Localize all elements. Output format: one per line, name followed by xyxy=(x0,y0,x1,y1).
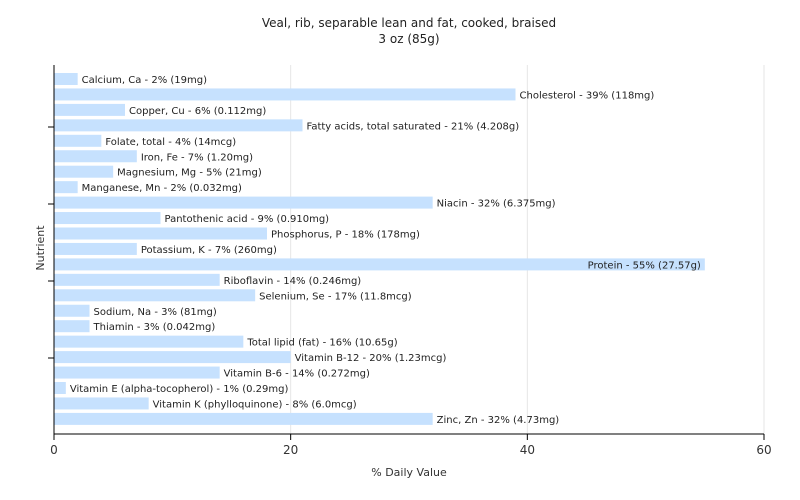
bar xyxy=(54,212,161,225)
bar xyxy=(54,273,220,286)
chart-subtitle: 3 oz (85g) xyxy=(378,32,440,46)
bar-label: Magnesium, Mg - 5% (21mg) xyxy=(117,168,262,179)
chart-title: Veal, rib, separable lean and fat, cooke… xyxy=(261,16,557,30)
bar-label: Vitamin B-6 - 14% (0.272mg) xyxy=(224,369,370,380)
bar xyxy=(54,119,303,132)
bar-label: Manganese, Mn - 2% (0.032mg) xyxy=(82,183,242,194)
bar-label: Vitamin E (alpha-tocopherol) - 1% (0.29m… xyxy=(70,384,289,395)
bar-label: Pantothenic acid - 9% (0.910mg) xyxy=(165,214,330,225)
bar xyxy=(54,335,244,348)
x-tick-label: 20 xyxy=(283,443,298,457)
bar-label: Fatty acids, total saturated - 21% (4.20… xyxy=(307,121,520,132)
bar-label: Vitamin K (phylloquinone) - 8% (6.0mcg) xyxy=(153,399,357,410)
bar-label: Phosphorus, P - 18% (178mg) xyxy=(271,230,420,241)
bar xyxy=(54,73,78,85)
x-tick-label: 60 xyxy=(756,443,771,457)
x-axis-title: % Daily Value xyxy=(371,466,447,479)
bar xyxy=(54,258,705,271)
bar-label: Total lipid (fat) - 16% (10.65g) xyxy=(246,338,397,349)
bar xyxy=(54,289,256,302)
y-axis-title: Nutrient xyxy=(34,225,47,271)
bar xyxy=(54,134,102,147)
bar-labels-layer: Calcium, Ca - 2% (19mg) Cholesterol - 39%… xyxy=(70,75,701,426)
bar xyxy=(54,320,90,333)
bar-label: Protein - 55% (27.57g) xyxy=(588,260,701,271)
bar-label: Folate, total - 4% (14mcg) xyxy=(105,137,236,148)
bar xyxy=(54,242,137,255)
x-tick-label: 0 xyxy=(50,443,58,457)
x-tick-label: 40 xyxy=(520,443,535,457)
bar xyxy=(54,351,291,364)
bar-label: Sodium, Na - 3% (81mg) xyxy=(94,307,217,318)
axes-layer: 0 20 40 60 xyxy=(48,65,772,457)
bars-layer xyxy=(54,73,705,425)
bar xyxy=(54,150,137,163)
bar-label: Zinc, Zn - 32% (4.73mg) xyxy=(437,415,560,426)
bar xyxy=(54,196,433,209)
bar xyxy=(54,103,125,116)
bar xyxy=(54,304,90,317)
bar xyxy=(54,227,267,240)
bar xyxy=(54,397,149,410)
bar xyxy=(54,165,114,178)
bar xyxy=(54,366,220,379)
bar-label: Potassium, K - 7% (260mg) xyxy=(141,245,277,256)
bar-label: Thiamin - 3% (0.042mg) xyxy=(93,322,216,333)
bar-label: Selenium, Se - 17% (11.8mcg) xyxy=(259,291,412,302)
bar-label: Cholesterol - 39% (118mg) xyxy=(520,90,655,101)
bar-label: Iron, Fe - 7% (1.20mg) xyxy=(141,152,253,163)
bar-label: Calcium, Ca - 2% (19mg) xyxy=(82,75,207,86)
bar xyxy=(54,181,78,194)
bar-label: Copper, Cu - 6% (0.112mg) xyxy=(129,106,266,117)
bar-label: Niacin - 32% (6.375mg) xyxy=(437,199,556,210)
bar xyxy=(54,382,66,394)
bar-label: Riboflavin - 14% (0.246mg) xyxy=(224,276,362,287)
bar xyxy=(54,88,516,101)
bar-label: Vitamin B-12 - 20% (1.23mcg) xyxy=(295,353,447,364)
bar xyxy=(54,412,433,425)
